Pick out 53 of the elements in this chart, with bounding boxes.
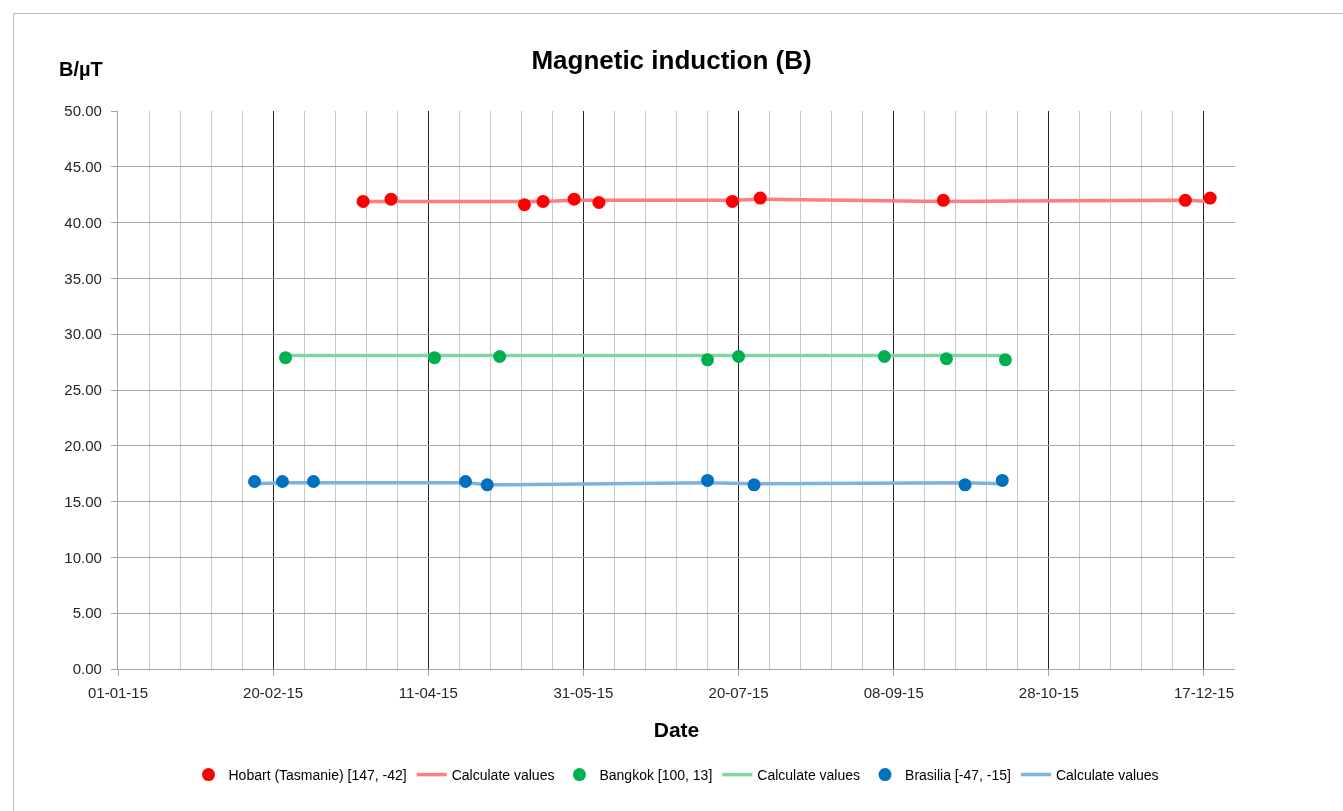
y-tick-label: 25.00	[64, 381, 102, 399]
y-axis-title: B/µT	[59, 58, 103, 80]
point	[753, 191, 767, 205]
point	[427, 351, 441, 365]
x-axis-title: Date	[653, 718, 700, 742]
point	[567, 192, 581, 206]
legend-label: Hobart (Tasmanie) [147, -42]	[228, 767, 407, 784]
y-tick-label: 5.00	[72, 604, 102, 622]
x-tick-label: 01-01-15	[87, 684, 149, 702]
x-tick-label: 17-12-15	[1173, 684, 1234, 702]
point	[306, 475, 320, 488]
y-tick-label: 20.00	[64, 437, 102, 455]
y-tick-label: 45.00	[64, 158, 102, 176]
point	[939, 352, 953, 366]
point	[747, 478, 761, 492]
point	[1178, 193, 1192, 207]
point	[701, 473, 715, 487]
point	[877, 350, 891, 364]
point	[356, 194, 370, 208]
legend-label: Brasilia [-47, -15]	[905, 767, 1011, 784]
point	[701, 353, 715, 367]
chart-title: Magnetic induction (B)	[531, 45, 812, 76]
legend-label: Bangkok [100, 13]	[599, 767, 713, 784]
point	[958, 478, 972, 492]
y-tick-label: 15.00	[64, 492, 102, 510]
legend-label: Calculate values	[1055, 767, 1159, 784]
x-tick-label: 20-02-15	[243, 684, 304, 702]
point	[536, 194, 550, 208]
point	[725, 194, 739, 208]
x-tick-label: 08-09-15	[863, 684, 924, 702]
point	[998, 353, 1012, 367]
point	[384, 192, 398, 206]
x-tick-label: 11-04-15	[398, 684, 458, 702]
point	[936, 193, 950, 207]
point	[493, 350, 507, 364]
point	[592, 196, 606, 209]
y-tick-label: 0.00	[72, 660, 102, 678]
point	[1203, 191, 1217, 205]
point	[732, 350, 746, 364]
y-tick-label: 30.00	[64, 325, 102, 343]
y-tick-label: 10.00	[64, 548, 102, 566]
legend-label: Calculate values	[757, 767, 861, 784]
point	[459, 475, 473, 488]
x-tick-label: 28-10-15	[1018, 684, 1079, 702]
y-tick-label: 40.00	[64, 213, 102, 231]
y-tick-label: 35.00	[64, 269, 102, 287]
point	[995, 473, 1009, 487]
point	[517, 198, 531, 212]
y-tick-label: 50.00	[64, 102, 102, 120]
x-tick-label: 20-07-15	[708, 684, 769, 702]
legend-label: Calculate values	[451, 767, 555, 784]
x-tick-label: 31-05-15	[553, 684, 614, 702]
point	[480, 478, 494, 492]
